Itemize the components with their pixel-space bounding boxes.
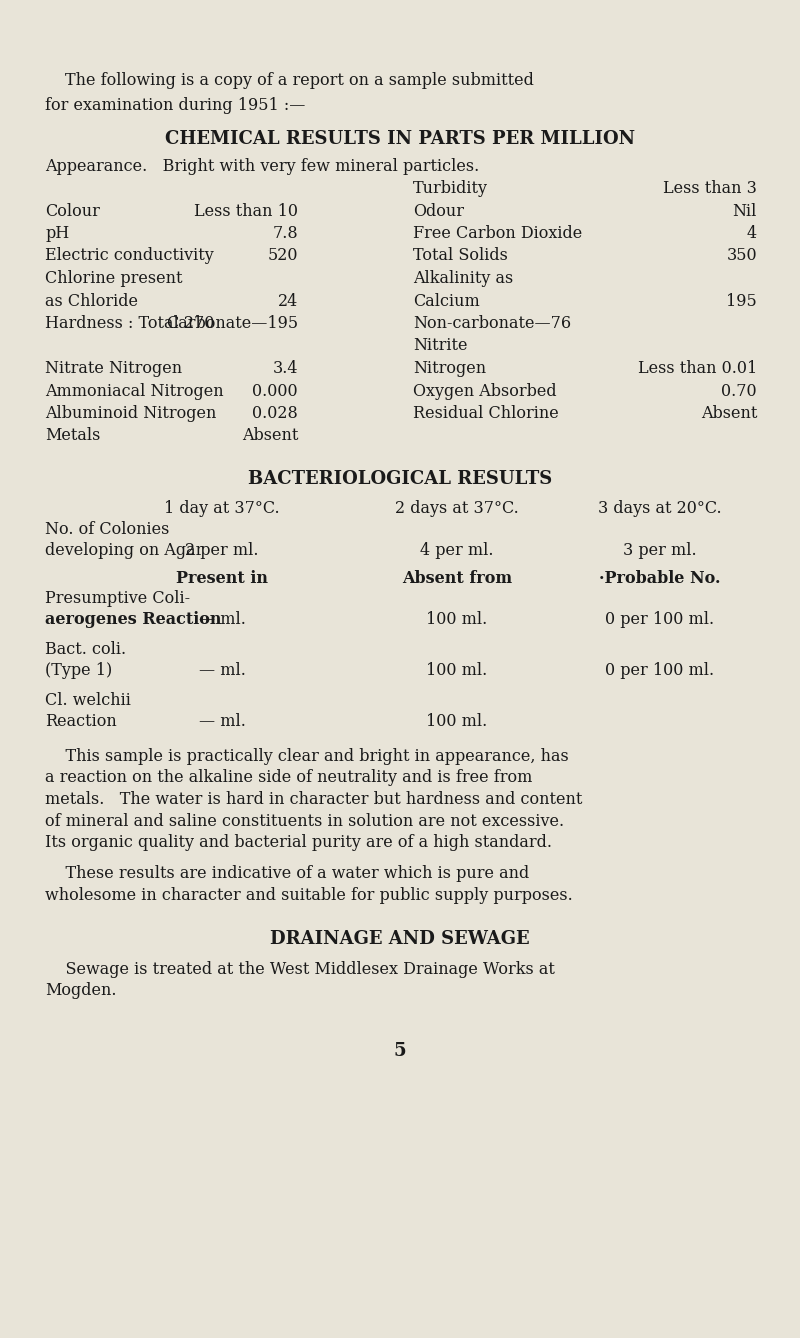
Text: 7.8: 7.8 [272, 225, 298, 242]
Text: Colour: Colour [45, 202, 100, 219]
Text: Free Carbon Dioxide: Free Carbon Dioxide [413, 225, 582, 242]
Text: metals.   The water is hard in character but hardness and content: metals. The water is hard in character b… [45, 791, 582, 808]
Text: Calcium: Calcium [413, 293, 480, 309]
Text: Nil: Nil [733, 202, 757, 219]
Text: Cl. welchii: Cl. welchii [45, 692, 131, 709]
Text: Residual Chlorine: Residual Chlorine [413, 405, 558, 421]
Text: Less than 10: Less than 10 [194, 202, 298, 219]
Text: Reaction: Reaction [45, 713, 117, 731]
Text: 520: 520 [267, 248, 298, 265]
Text: 2 per ml.: 2 per ml. [186, 542, 258, 559]
Text: Carbonate—195: Carbonate—195 [166, 314, 298, 332]
Text: as Chloride: as Chloride [45, 293, 138, 309]
Text: Ammoniacal Nitrogen: Ammoniacal Nitrogen [45, 383, 224, 400]
Text: BACTERIOLOGICAL RESULTS: BACTERIOLOGICAL RESULTS [248, 470, 552, 488]
Text: These results are indicative of a water which is pure and: These results are indicative of a water … [45, 866, 530, 883]
Text: — ml.: — ml. [198, 611, 246, 628]
Text: 3 per ml.: 3 per ml. [623, 542, 697, 559]
Text: No. of Colonies: No. of Colonies [45, 520, 170, 538]
Text: 0 per 100 ml.: 0 per 100 ml. [606, 611, 714, 628]
Text: 2 days at 37°C.: 2 days at 37°C. [395, 500, 519, 516]
Text: Total Solids: Total Solids [413, 248, 508, 265]
Text: Odour: Odour [413, 202, 464, 219]
Text: 24: 24 [278, 293, 298, 309]
Text: wholesome in character and suitable for public supply purposes.: wholesome in character and suitable for … [45, 887, 573, 904]
Text: Mogden.: Mogden. [45, 982, 117, 999]
Text: of mineral and saline constituents in solution are not excessive.: of mineral and saline constituents in so… [45, 812, 564, 830]
Text: Nitrate Nitrogen: Nitrate Nitrogen [45, 360, 182, 377]
Text: pH: pH [45, 225, 70, 242]
Text: Turbidity: Turbidity [413, 181, 488, 197]
Text: ·Probable No.: ·Probable No. [599, 570, 721, 587]
Text: 1 day at 37°C.: 1 day at 37°C. [164, 500, 280, 516]
Text: DRAINAGE AND SEWAGE: DRAINAGE AND SEWAGE [270, 930, 530, 949]
Text: aerogenes Reaction: aerogenes Reaction [45, 611, 222, 628]
Text: Chlorine present: Chlorine present [45, 270, 182, 286]
Text: Albuminoid Nitrogen: Albuminoid Nitrogen [45, 405, 216, 421]
Text: Appearance.   Bright with very few mineral particles.: Appearance. Bright with very few mineral… [45, 158, 479, 175]
Text: Present in: Present in [176, 570, 268, 587]
Text: 100 ml.: 100 ml. [426, 611, 488, 628]
Text: 350: 350 [726, 248, 757, 265]
Text: 0.70: 0.70 [722, 383, 757, 400]
Text: Its organic quality and bacterial purity are of a high standard.: Its organic quality and bacterial purity… [45, 834, 552, 851]
Text: CHEMICAL RESULTS IN PARTS PER MILLION: CHEMICAL RESULTS IN PARTS PER MILLION [165, 130, 635, 149]
Text: 3 days at 20°C.: 3 days at 20°C. [598, 500, 722, 516]
Text: Alkalinity as: Alkalinity as [413, 270, 514, 286]
Text: 0 per 100 ml.: 0 per 100 ml. [606, 662, 714, 678]
Text: 100 ml.: 100 ml. [426, 713, 488, 731]
Text: Sewage is treated at the West Middlesex Drainage Works at: Sewage is treated at the West Middlesex … [45, 961, 555, 978]
Text: This sample is practically clear and bright in appearance, has: This sample is practically clear and bri… [45, 748, 569, 765]
Text: 5: 5 [394, 1041, 406, 1060]
Text: Absent: Absent [701, 405, 757, 421]
Text: Bact. coli.: Bact. coli. [45, 641, 126, 658]
Text: a reaction on the alkaline side of neutrality and is free from: a reaction on the alkaline side of neutr… [45, 769, 532, 787]
Text: 100 ml.: 100 ml. [426, 662, 488, 678]
Text: — ml.: — ml. [198, 662, 246, 678]
Text: Electric conductivity: Electric conductivity [45, 248, 214, 265]
Text: Absent: Absent [242, 428, 298, 444]
Text: Nitrite: Nitrite [413, 337, 467, 355]
Text: Less than 3: Less than 3 [663, 181, 757, 197]
Text: 4 per ml.: 4 per ml. [420, 542, 494, 559]
Text: (Type 1): (Type 1) [45, 662, 112, 678]
Text: 0.028: 0.028 [252, 405, 298, 421]
Text: Hardness : Total 270: Hardness : Total 270 [45, 314, 214, 332]
Text: 0.000: 0.000 [252, 383, 298, 400]
Text: developing on Agar: developing on Agar [45, 542, 203, 559]
Text: Absent from: Absent from [402, 570, 512, 587]
Text: 195: 195 [726, 293, 757, 309]
Text: Oxygen Absorbed: Oxygen Absorbed [413, 383, 557, 400]
Text: The following is a copy of a report on a sample submitted: The following is a copy of a report on a… [65, 72, 534, 90]
Text: Non-carbonate—76: Non-carbonate—76 [413, 314, 571, 332]
Text: — ml.: — ml. [198, 713, 246, 731]
Text: Metals: Metals [45, 428, 100, 444]
Text: Less than 0.01: Less than 0.01 [638, 360, 757, 377]
Text: Nitrogen: Nitrogen [413, 360, 486, 377]
Text: Presumptive Coli-: Presumptive Coli- [45, 590, 190, 607]
Text: 3.4: 3.4 [273, 360, 298, 377]
Text: for examination during 1951 :—: for examination during 1951 :— [45, 96, 306, 114]
Text: 4: 4 [747, 225, 757, 242]
